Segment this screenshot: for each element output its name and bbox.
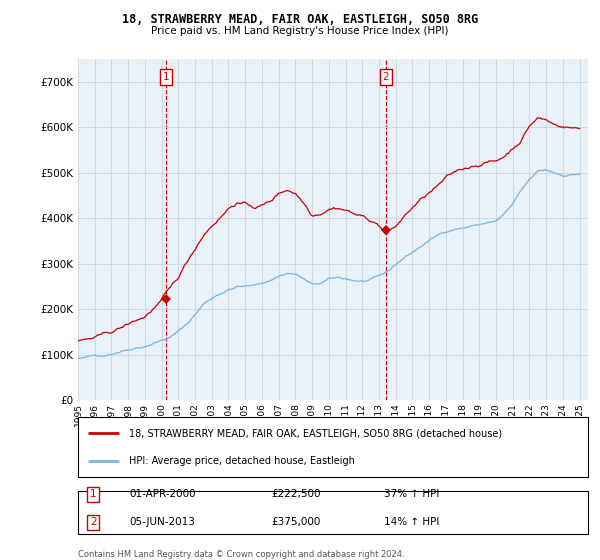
FancyBboxPatch shape bbox=[78, 417, 588, 477]
Text: 1: 1 bbox=[90, 489, 97, 500]
Text: Contains HM Land Registry data © Crown copyright and database right 2024.
This d: Contains HM Land Registry data © Crown c… bbox=[78, 550, 404, 560]
Text: 2: 2 bbox=[383, 72, 389, 82]
Text: Price paid vs. HM Land Registry's House Price Index (HPI): Price paid vs. HM Land Registry's House … bbox=[151, 26, 449, 36]
FancyBboxPatch shape bbox=[78, 491, 588, 534]
Text: 18, STRAWBERRY MEAD, FAIR OAK, EASTLEIGH, SO50 8RG (detached house): 18, STRAWBERRY MEAD, FAIR OAK, EASTLEIGH… bbox=[129, 428, 502, 438]
Text: 01-APR-2000: 01-APR-2000 bbox=[129, 489, 196, 500]
Text: 2: 2 bbox=[90, 517, 97, 528]
Text: £222,500: £222,500 bbox=[272, 489, 322, 500]
Text: 1: 1 bbox=[163, 72, 169, 82]
Text: 18, STRAWBERRY MEAD, FAIR OAK, EASTLEIGH, SO50 8RG: 18, STRAWBERRY MEAD, FAIR OAK, EASTLEIGH… bbox=[122, 13, 478, 26]
Text: 05-JUN-2013: 05-JUN-2013 bbox=[129, 517, 195, 528]
Text: £375,000: £375,000 bbox=[272, 517, 321, 528]
Text: 14% ↑ HPI: 14% ↑ HPI bbox=[384, 517, 439, 528]
Text: HPI: Average price, detached house, Eastleigh: HPI: Average price, detached house, East… bbox=[129, 456, 355, 466]
Text: 37% ↑ HPI: 37% ↑ HPI bbox=[384, 489, 439, 500]
